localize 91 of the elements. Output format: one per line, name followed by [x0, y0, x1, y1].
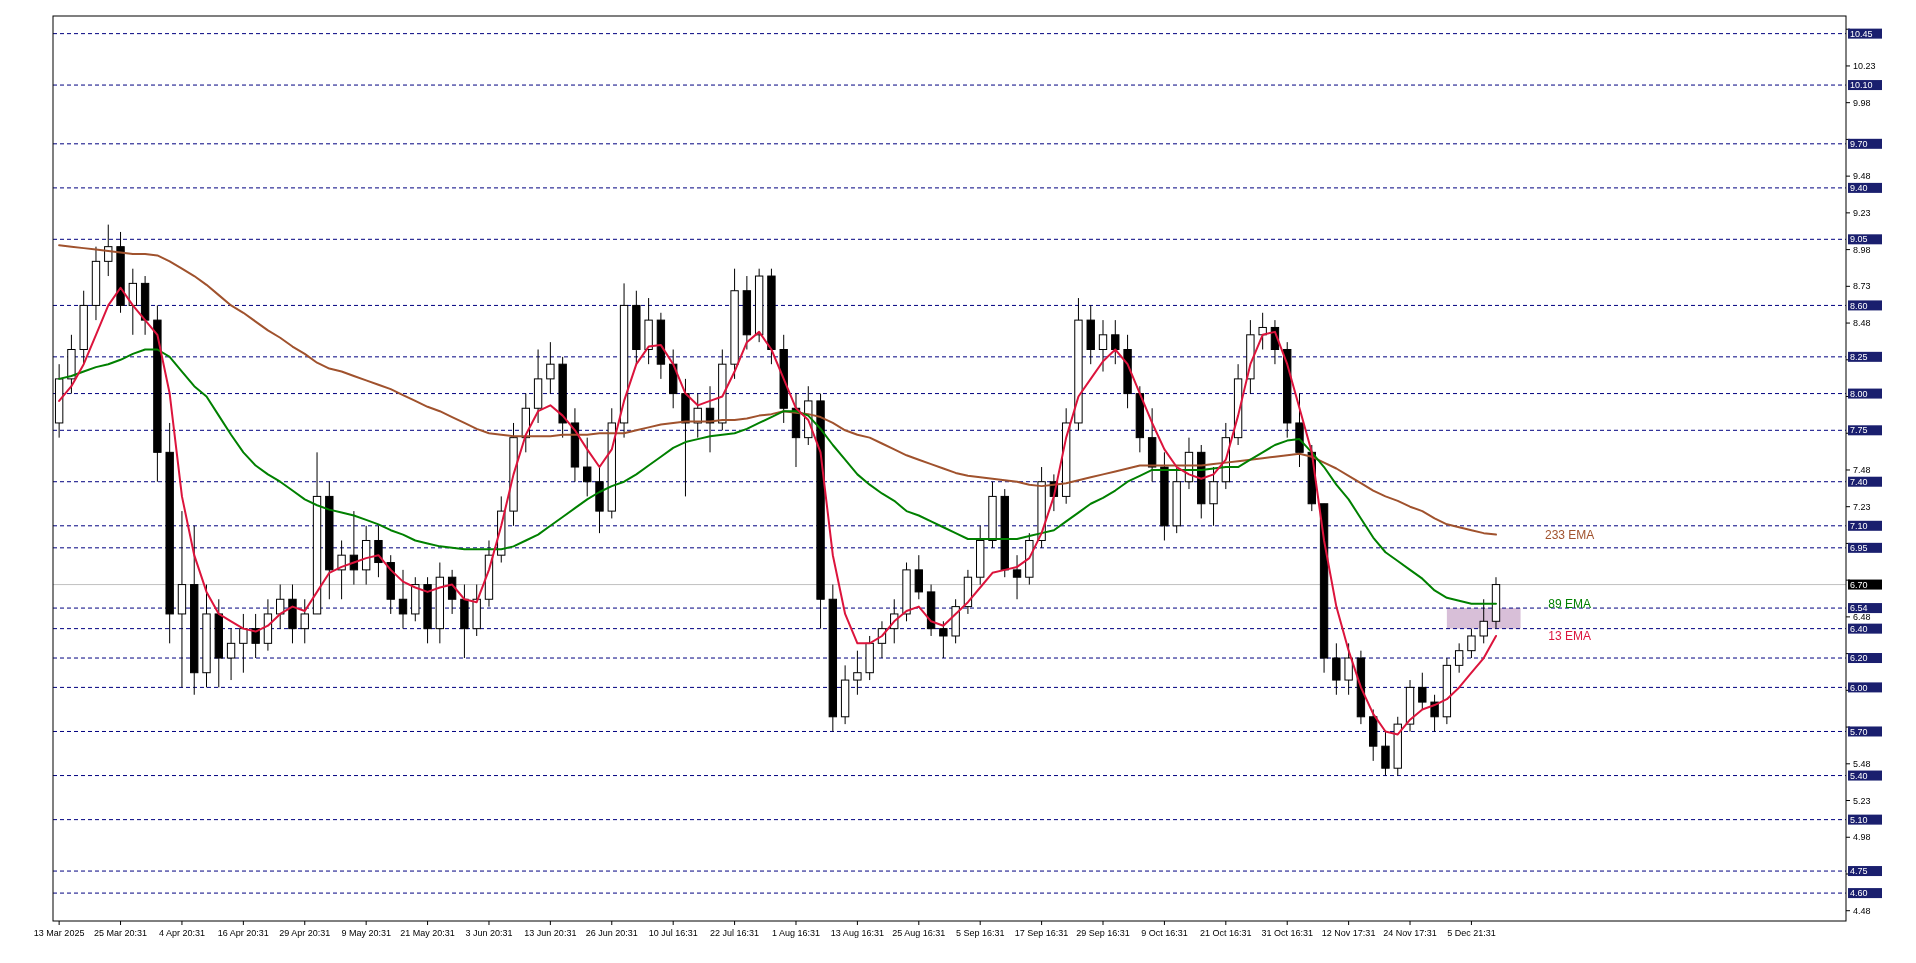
x-tick-label: 5 Dec 21:31	[1447, 928, 1496, 938]
x-tick-label: 1 Aug 16:31	[771, 928, 821, 938]
ref-line-label: 10.45	[1850, 28, 1873, 39]
x-tick-label: 16 Apr 20:31	[217, 928, 269, 938]
y-tick-label: 8.98	[1853, 244, 1871, 255]
ref-line-label: 7.75	[1850, 425, 1868, 436]
candlestick	[1258, 312, 1267, 350]
ref-line-label: 8.00	[1850, 388, 1868, 399]
ref-line-label: 5.70	[1850, 726, 1868, 737]
candlestick	[583, 437, 592, 497]
candlestick	[546, 341, 555, 395]
x-tick-label: 21 Oct 16:31	[1200, 928, 1252, 938]
x-tick-label: 25 Aug 16:31	[892, 928, 946, 938]
x-tick-label: 13 Mar 2025	[33, 928, 85, 938]
ref-line-label: 5.40	[1850, 770, 1868, 781]
x-tick-label: 3 Jun 20:31	[465, 928, 513, 938]
candlestick	[398, 569, 408, 630]
x-tick-label: 5 Sep 16:31	[955, 928, 1005, 938]
ref-line-label: 9.05	[1850, 234, 1868, 245]
candlestick	[853, 650, 862, 696]
x-tick-label: 12 Nov 17:31	[1321, 928, 1376, 938]
x-tick-label: 17 Sep 16:31	[1014, 928, 1069, 938]
candlestick	[239, 613, 248, 674]
y-tick-label: 4.48	[1853, 905, 1871, 916]
ref-line-label: 8.25	[1850, 351, 1868, 362]
ref-line-label: 7.40	[1850, 476, 1868, 487]
candlestick	[1418, 672, 1427, 710]
candlestick	[104, 224, 113, 277]
y-tick-label: 10.23	[1853, 61, 1876, 72]
text: 233 EMA	[1545, 527, 1595, 542]
y-tick-label: 9.98	[1853, 97, 1871, 108]
x-tick-label: 26 Jun 20:31	[585, 928, 638, 938]
candlestick	[251, 613, 260, 659]
ref-line-label: 6.40	[1850, 623, 1868, 634]
ref-line-label: 6.70	[1850, 579, 1868, 590]
candlestick	[1467, 628, 1476, 659]
candlestick	[1012, 554, 1022, 600]
x-tick-label: 4 Apr 20:31	[158, 928, 205, 938]
ref-line-label: 7.10	[1850, 520, 1868, 531]
candlestick	[1111, 319, 1120, 365]
y-tick-label: 7.23	[1853, 501, 1871, 512]
candlestick	[128, 268, 138, 336]
y-tick-label: 8.73	[1853, 281, 1871, 292]
ref-line-label: 10.10	[1850, 80, 1873, 91]
y-tick-label: 5.48	[1853, 758, 1871, 769]
ref-line-label: 6.95	[1850, 542, 1868, 553]
x-tick-label: 9 Oct 16:31	[1141, 928, 1188, 938]
candlestick	[337, 539, 346, 600]
candlestick	[300, 598, 309, 644]
x-tick-label: 22 Jul 16:31	[710, 928, 760, 938]
candlestick	[276, 584, 285, 630]
x-tick-label: 13 Jun 20:31	[524, 928, 577, 938]
ref-line-label: 5.10	[1850, 814, 1868, 825]
text: 89 EMA	[1548, 596, 1592, 611]
x-tick-label: 29 Sep 16:31	[1076, 928, 1130, 938]
y-tick-label: 9.23	[1853, 208, 1871, 219]
candlestick	[1344, 642, 1353, 696]
y-tick-label: 9.48	[1853, 171, 1871, 182]
candlestick	[1332, 642, 1341, 696]
candlestick	[1454, 642, 1464, 674]
text: 13 EMA	[1548, 629, 1592, 644]
line-series	[58, 244, 1497, 536]
candlestick	[1098, 319, 1108, 373]
y-tick-label: 4.98	[1853, 832, 1871, 843]
candlestick	[1381, 730, 1390, 777]
ref-line-label: 6.20	[1850, 653, 1868, 664]
ref-line-label: 8.60	[1850, 300, 1868, 311]
x-tick-label: 31 Oct 16:31	[1261, 928, 1313, 938]
y-tick-label: 7.48	[1853, 465, 1871, 476]
ref-line-label: 9.40	[1850, 183, 1868, 194]
y-tick-label: 6.48	[1853, 612, 1871, 623]
candlestick	[914, 554, 923, 600]
x-tick-label: 25 Mar 20:31	[94, 928, 148, 938]
x-tick-label: 9 May 20:31	[341, 928, 391, 938]
ref-line-label: 4.75	[1850, 866, 1868, 877]
candlestick	[939, 620, 948, 659]
y-tick-label: 8.48	[1853, 318, 1871, 329]
x-tick-label: 29 Apr 20:31	[279, 928, 331, 938]
candlestick	[1479, 598, 1488, 644]
x-tick-label: 24 Nov 17:31	[1383, 928, 1437, 938]
ref-line-label: 6.54	[1850, 603, 1868, 614]
candlestick	[226, 628, 236, 681]
ref-line-label: 4.60	[1850, 888, 1868, 899]
x-tick-label: 13 Aug 16:31	[830, 928, 884, 938]
candlestick	[374, 525, 383, 578]
ref-line-label: 9.70	[1850, 138, 1868, 149]
ref-line-label: 6.00	[1850, 682, 1868, 693]
candlestick	[693, 393, 702, 439]
y-tick-label: 5.23	[1853, 795, 1871, 806]
x-tick-label: 21 May 20:31	[400, 928, 455, 938]
x-tick-label: 10 Jul 16:31	[648, 928, 698, 938]
